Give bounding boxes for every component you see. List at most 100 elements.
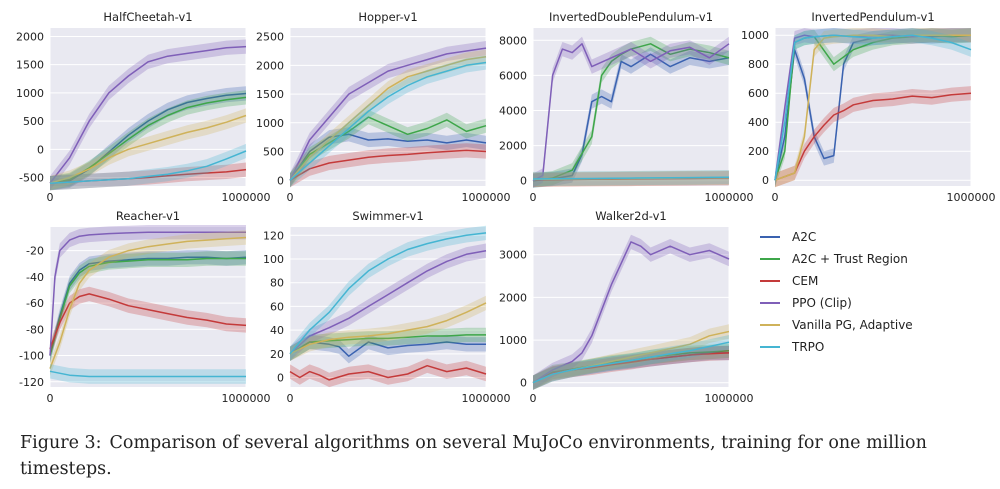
panel-reacher-v1: -120 -100 -80 -60 -40 -20 0 1000000 Reacher-v1 [19,209,270,405]
panel-invertedpendulum-v1-x-tick-label: 0 [772,191,779,204]
panel-invertedpendulum-v1: 0 200 400 600 800 1000 0 1000000 InvertedPendulu… [741,10,996,204]
panel-hopper-v1-line-trpo [289,61,487,181]
legend-item-ppo-clip: PPO (Clip) [760,292,990,314]
legend-swatch [760,258,780,260]
panel-swimmer-v1-line-trpo [289,232,487,355]
panel-inverteddoublependulum-v1-y-tick-label: 0 [520,175,527,188]
panel-reacher-v1-band-a2c [50,250,246,363]
panel-inverteddoublependulum-v1: 0 2000 4000 6000 8000 0 1000000 InvertedDoubleP… [499,10,754,204]
panel-reacher-v1-band-trpo [50,364,246,384]
panel-swimmer-v1-y-tick-label: 100 [263,253,284,266]
panel-inverteddoublependulum-v1-x-tick-label: 1000000 [705,191,754,204]
panel-inverteddoublependulum-v1-y-tick-label: 8000 [499,34,527,47]
panel-inverteddoublependulum-v1-line-ppo-clip [532,43,730,182]
panel-hopper-v1-band-cem [290,143,486,188]
panel-inverteddoublependulum-v1-x-tick-label: 0 [530,191,537,204]
panel-walker2d-v1-x-tick-label: 1000000 [705,392,754,405]
legend-item-vanilla-pg: Vanilla PG, Adaptive [760,314,990,336]
panel-reacher-v1-title: Reacher-v1 [116,209,180,223]
panel-invertedpendulum-v1-y-tick-label: 1000 [741,29,769,42]
panel-walker2d-v1-band-trpo [533,335,729,390]
panel-hopper-v1-title: Hopper-v1 [358,10,417,24]
panel-swimmer-v1-y-tick-label: 80 [270,277,284,290]
panel-reacher-v1-band-a2c-trust-region [50,251,246,363]
legend-label: Vanilla PG, Adaptive [792,318,913,332]
panel-halfcheetah-v1-y-tick-label: 2000 [16,30,44,43]
panel-halfcheetah-v1-y-tick-label: 0 [37,143,44,156]
panel-halfcheetah-v1-line-ppo-clip [49,45,247,184]
panel-hopper-v1-band-a2c [290,127,486,188]
panel-reacher-v1-y-tick-label: -20 [26,245,44,258]
panel-swimmer-v1-y-tick-label: 40 [270,324,284,337]
panel-swimmer-v1-line-vanilla-pg-adaptive [289,302,487,355]
panel-inverteddoublependulum-v1-plot-area [533,28,729,186]
panel-reacher-v1-line-vanilla-pg-adaptive [49,236,247,369]
panel-halfcheetah-v1-line-vanilla-pg-adaptive [49,114,247,184]
panel-walker2d-v1-line-trpo [532,341,730,384]
panel-halfcheetah-v1-y-tick-label: 1500 [16,59,44,72]
panel-swimmer-v1-band-ppo-clip [290,243,486,361]
panel-invertedpendulum-v1-line-cem [774,92,972,181]
panel-invertedpendulum-v1-y-tick-label: 200 [748,145,769,158]
panel-hopper-v1-y-tick-label: 2500 [256,31,284,44]
panel-invertedpendulum-v1-line-trpo [774,34,972,181]
legend-label: A2C + Trust Region [792,252,908,266]
panel-halfcheetah-v1-x-tick-label: 0 [47,191,54,204]
legend-swatch [760,302,780,304]
panel-swimmer-v1-line-a2c [289,341,486,357]
panel-inverteddoublependulum-v1-y-tick-label: 6000 [499,69,527,82]
panel-hopper-v1-line-a2c [289,133,487,181]
legend-item-a2c: A2C [760,226,990,248]
legend-label: CEM [792,274,819,288]
panel-reacher-v1-y-tick-label: -40 [26,271,44,284]
panel-walker2d-v1-x-tick-label: 0 [530,392,537,405]
panel-walker2d-v1-band-a2c-trust-region [533,343,729,390]
panel-inverteddoublependulum-v1-line-a2c-trust-region [532,43,730,182]
panel-inverteddoublependulum-v1-y-tick-label: 2000 [499,140,527,153]
legend: A2C A2C + Trust Region CEM PPO (Clip) Va… [760,226,990,358]
panel-hopper-v1-x-tick-label: 1000000 [462,191,511,204]
panel-swimmer-v1-band-trpo [290,225,486,361]
panel-reacher-v1-y-tick-label: -80 [26,323,44,336]
panel-halfcheetah-v1-line-a2c [49,92,247,184]
caption-label: Figure 3: [20,433,102,453]
panel-hopper-v1-band-a2c-trust-region [290,109,486,188]
panel-walker2d-v1-title: Walker2d-v1 [595,209,667,223]
panel-hopper-v1-band-vanilla-pg-adaptive [290,49,486,188]
panel-hopper-v1-y-tick-label: 500 [263,146,284,159]
panel-walker2d-v1-y-tick-label: 2000 [499,291,527,304]
panel-hopper-v1-line-vanilla-pg-adaptive [289,55,487,181]
panel-halfcheetah-v1-band-ppo-clip [50,39,246,191]
panel-reacher-v1-plot-area [50,227,246,387]
panel-hopper-v1-line-ppo-clip [289,47,487,181]
legend-label: TRPO [792,340,825,354]
panel-hopper-v1-band-trpo [290,55,486,188]
legend-swatch [760,236,780,238]
panel-swimmer-v1-band-a2c [290,334,486,364]
legend-label: PPO (Clip) [792,296,852,310]
panel-hopper-v1-band-ppo-clip [290,41,486,188]
panel-hopper-v1-line-cem [289,149,487,181]
panel-inverteddoublependulum-v1-line-a2c [532,53,730,182]
panel-halfcheetah-v1-y-tick-label: 500 [23,115,44,128]
panel-hopper-v1-y-tick-label: 2000 [256,59,284,72]
legend-swatch [760,324,780,326]
legend-label: A2C [792,230,817,244]
panel-reacher-v1-line-cem [49,293,247,350]
panel-reacher-v1-line-a2c-trust-region [49,257,246,356]
legend-item-a2c-trust-region: A2C + Trust Region [760,248,990,270]
panel-reacher-v1-y-tick-label: -100 [19,350,44,363]
panel-hopper-v1-plot-area [290,28,486,186]
panel-reacher-v1-band-cem [50,286,246,357]
panel-reacher-v1-line-a2c [49,256,247,356]
panel-reacher-v1-x-tick-label: 1000000 [222,392,271,405]
caption-text: Comparison of several algorithms on seve… [20,433,927,479]
panel-invertedpendulum-v1-y-tick-label: 0 [762,174,769,187]
panel-hopper-v1: 0 500 1000 1500 2000 2500 0 1000000 Hopper-v1 [256,10,511,204]
panel-invertedpendulum-v1-line-vanilla-pg-adaptive [774,34,971,181]
panel-walker2d-v1: 0 1000 2000 3000 0 1000000 Walker2d-v1 [499,209,754,405]
panel-swimmer-v1-y-tick-label: 60 [270,300,284,313]
figure-caption: Figure 3: Comparison of several algorithm… [20,430,995,482]
